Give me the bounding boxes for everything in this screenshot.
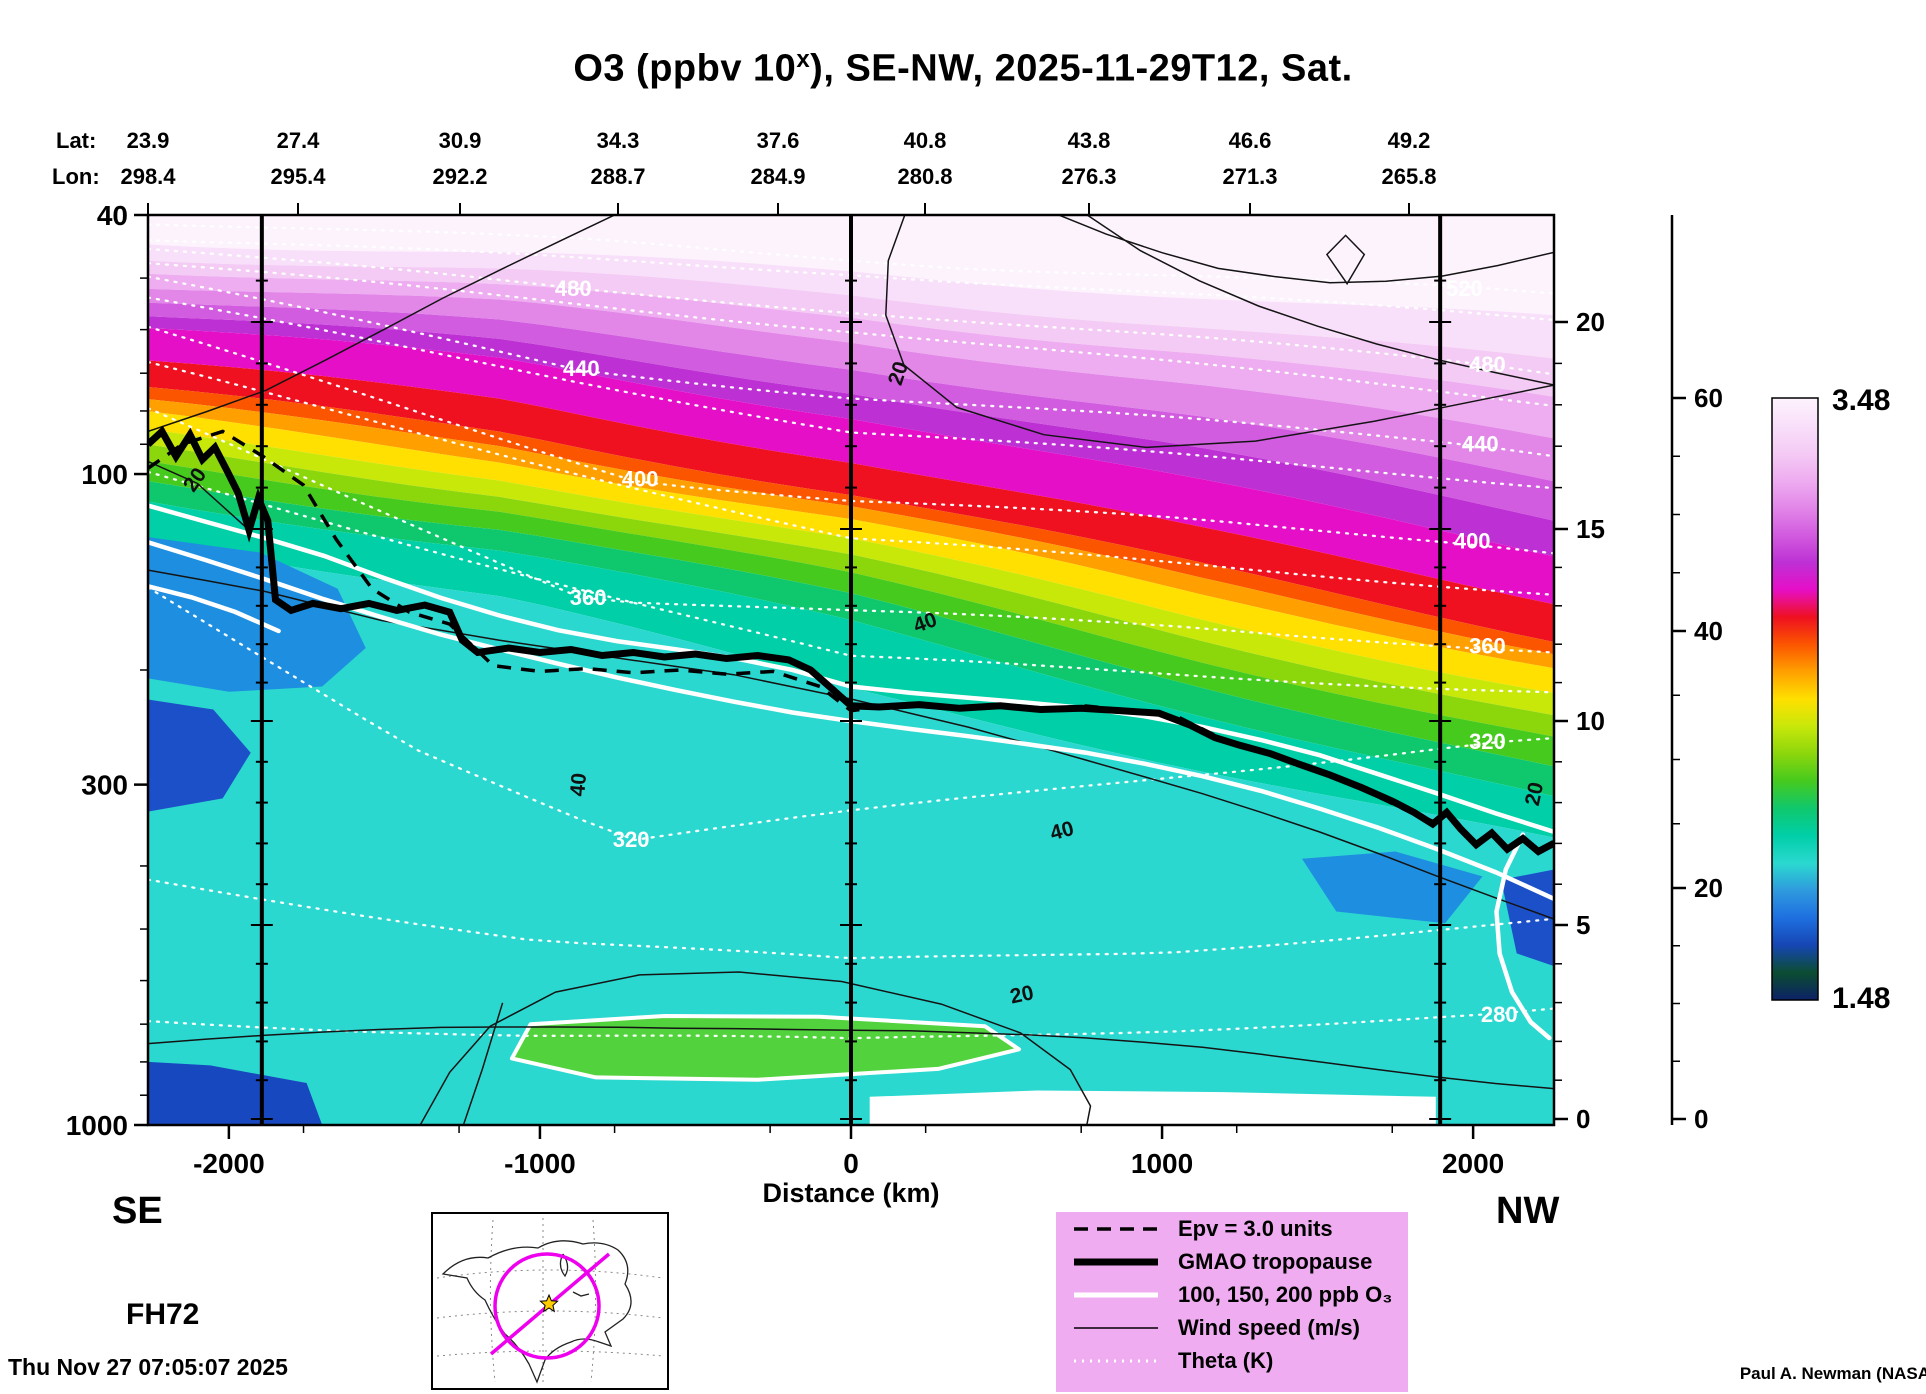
svg-text:440: 440	[563, 356, 600, 381]
svg-text:0: 0	[1576, 1104, 1590, 1134]
legend-item: GMAO tropopause	[1056, 1245, 1408, 1278]
map-cross-section-circle	[493, 1252, 601, 1360]
lat-value: 46.6	[1228, 128, 1272, 153]
svg-text:480: 480	[1469, 352, 1506, 377]
se-endpoint-label: SE	[112, 1190, 163, 1232]
legend-line-sample	[1074, 1258, 1158, 1265]
svg-text:360: 360	[1469, 633, 1506, 658]
fill-blobs	[148, 537, 1554, 1125]
contour-labels: 520 480 480 440 440 400 400 360 360 320 320 280 20 20…	[179, 276, 1548, 1027]
svg-text:440: 440	[1462, 431, 1499, 456]
svg-text:100: 100	[81, 459, 128, 490]
legend-item: Epv = 3.0 units	[1056, 1212, 1408, 1245]
legend-item-label: GMAO tropopause	[1178, 1248, 1373, 1274]
legend-item-label: Theta (K)	[1178, 1347, 1274, 1373]
lat-value: 49.2	[1387, 128, 1431, 153]
svg-text:20: 20	[1521, 780, 1548, 808]
svg-text:3.48: 3.48	[1832, 384, 1890, 417]
lon-value: 276.3	[1061, 164, 1117, 189]
lon-value: 298.4	[120, 164, 176, 189]
lon-value: 265.8	[1381, 164, 1437, 189]
legend-line-sample	[1074, 1226, 1158, 1231]
credit-text: Paul A. Newman (NASA	[1739, 1364, 1926, 1383]
lat-label: Lat:	[56, 128, 97, 153]
map-location-star	[539, 1293, 559, 1313]
svg-text:20: 20	[1576, 307, 1605, 337]
lat-value: 34.3	[596, 128, 640, 153]
legend-item-label: Wind speed (m/s)	[1178, 1314, 1360, 1340]
svg-text:400: 400	[1454, 529, 1491, 554]
svg-text:320: 320	[613, 827, 650, 852]
lat-value: 23.9	[126, 128, 170, 153]
lon-value: 271.3	[1222, 164, 1278, 189]
svg-text:1000: 1000	[1131, 1148, 1193, 1179]
svg-text:0: 0	[843, 1148, 859, 1179]
lon-value: 280.8	[897, 164, 953, 189]
profile-lines	[250, 215, 1452, 1125]
legend-item-label: 100, 150, 200 ppb O₃	[1178, 1281, 1393, 1307]
axes: -2000-1000010002000401003001000P (hPa)20…	[66, 200, 1723, 1179]
tropopause-line	[148, 425, 1554, 856]
lon-value: 284.9	[750, 164, 806, 189]
lat-value: 37.6	[756, 128, 800, 153]
lat-value: 27.4	[276, 128, 320, 153]
svg-text:280: 280	[1481, 1002, 1518, 1027]
lon-value: 295.4	[270, 164, 326, 189]
lat-value: 40.8	[903, 128, 947, 153]
x-axis-title: Distance (km)	[762, 1178, 940, 1208]
nw-endpoint-label: NW	[1496, 1190, 1560, 1232]
svg-text:10: 10	[1576, 706, 1605, 736]
svg-text:-2000: -2000	[193, 1148, 265, 1179]
svg-text:480: 480	[555, 276, 592, 301]
svg-text:0: 0	[1694, 1104, 1708, 1134]
map-inset-svg	[436, 1218, 664, 1384]
svg-text:300: 300	[81, 770, 128, 801]
lon-label: Lon:	[52, 164, 100, 189]
creation-timestamp: Thu Nov 27 07:05:07 2025	[8, 1354, 288, 1380]
svg-text:320: 320	[1469, 729, 1506, 754]
svg-text:520: 520	[1446, 276, 1483, 301]
svg-text:400: 400	[622, 467, 659, 492]
svg-text:40: 40	[566, 772, 591, 797]
svg-text:1000: 1000	[66, 1110, 128, 1141]
svg-text:20: 20	[1694, 873, 1723, 903]
legend-line-sample	[1074, 1326, 1158, 1329]
forecast-hour-label: FH72	[126, 1298, 200, 1331]
svg-text:2000: 2000	[1442, 1148, 1504, 1179]
plot-content	[148, 215, 1554, 1125]
latitude-row: Lat: 23.9 27.4 30.9 34.3 37.6 40.8 43.8 46.6 49.…	[0, 128, 1926, 154]
svg-text:15: 15	[1576, 514, 1605, 544]
map-inset	[431, 1212, 669, 1390]
svg-text:1.48: 1.48	[1832, 982, 1890, 1015]
svg-text:40: 40	[1694, 616, 1723, 646]
svg-text:40: 40	[97, 200, 128, 231]
svg-text:360: 360	[570, 585, 607, 610]
longitude-row: Lon: 298.4 295.4 292.2 288.7 284.9 280.8 276.3…	[0, 164, 1926, 190]
lon-value: 288.7	[590, 164, 646, 189]
legend-line-sample	[1074, 1292, 1158, 1297]
svg-text:20: 20	[1008, 981, 1036, 1008]
legend-item: Wind speed (m/s)	[1056, 1311, 1408, 1344]
svg-text:5: 5	[1576, 910, 1590, 940]
legend-item: 100, 150, 200 ppb O₃	[1056, 1278, 1408, 1311]
lat-value: 43.8	[1067, 128, 1111, 153]
lon-value: 292.2	[432, 164, 488, 189]
map-coastline	[441, 1240, 632, 1384]
page-title: O3 (ppbv 10x), SE-NW, 2025-11-29T12, Sat…	[573, 46, 1353, 90]
lat-value: 30.9	[438, 128, 482, 153]
svg-text:60: 60	[1694, 383, 1723, 413]
legend-line-sample	[1074, 1359, 1158, 1362]
legend-item: Theta (K)	[1056, 1344, 1408, 1377]
legend-box: Epv = 3.0 units GMAO tropopause 100, 150, …	[1056, 1212, 1408, 1392]
legend-item-label: Epv = 3.0 units	[1178, 1215, 1333, 1241]
svg-text:-1000: -1000	[504, 1148, 576, 1179]
